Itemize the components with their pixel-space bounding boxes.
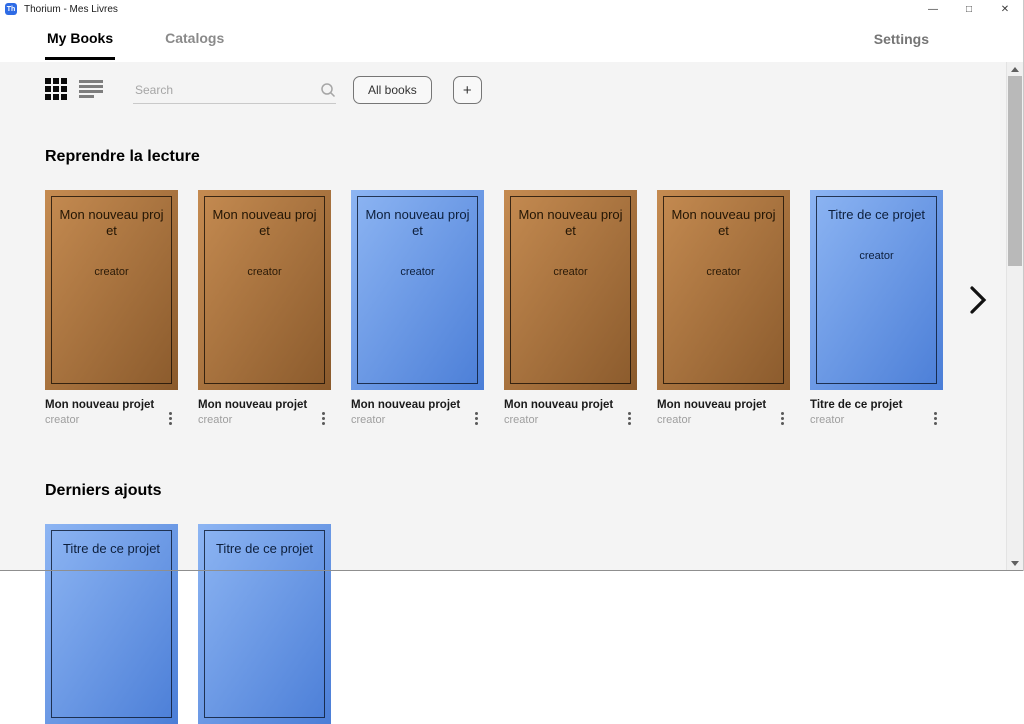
- book-tile: Mon nouveau proj et creator Mon nouveau p…: [657, 190, 790, 426]
- book-title: Mon nouveau projet: [504, 399, 614, 411]
- scrollbar-down-arrow-icon[interactable]: [1007, 557, 1023, 569]
- list-view-icon: [79, 78, 103, 103]
- add-book-button[interactable]: +: [452, 76, 482, 104]
- kebab-menu-icon: [321, 412, 325, 415]
- book-title: Mon nouveau projet: [45, 399, 155, 411]
- book-title: Mon nouveau projet: [657, 399, 767, 411]
- book-creator: creator: [810, 414, 845, 426]
- book-menu-button[interactable]: [315, 399, 331, 426]
- book-menu-button[interactable]: [468, 399, 484, 426]
- cover-creator: creator: [859, 250, 894, 262]
- search-input[interactable]: [133, 82, 320, 97]
- book-cover[interactable]: Mon nouveau proj et creator: [198, 190, 331, 390]
- book-tile: Mon nouveau proj et creator Mon nouveau p…: [504, 190, 637, 426]
- nav-bar: My Books Catalogs Settings: [0, 18, 1023, 62]
- scrollbar-thumb[interactable]: [1008, 76, 1022, 266]
- grid-view-button[interactable]: [45, 77, 67, 103]
- book-creator: creator: [504, 414, 539, 426]
- book-caption: Mon nouveau projet creator: [657, 399, 790, 426]
- cover-title: Mon nouveau proj et: [518, 207, 623, 238]
- cover-creator: creator: [553, 266, 588, 278]
- section-heading-latest: Derniers ajouts: [45, 482, 162, 499]
- cover-title: Titre de ce projet: [62, 541, 161, 556]
- book-cover[interactable]: Titre de ce projet: [45, 524, 178, 724]
- book-menu-button[interactable]: [162, 399, 178, 426]
- grid-view-icon: [45, 77, 67, 103]
- scrollbar-up-arrow-icon[interactable]: [1007, 63, 1023, 75]
- book-creator: creator: [351, 414, 386, 426]
- book-creator: creator: [198, 414, 233, 426]
- kebab-menu-icon: [933, 412, 937, 415]
- kebab-menu-icon: [780, 412, 784, 415]
- kebab-menu-icon: [474, 412, 478, 415]
- library-content: All books + Reprendre la lecture Mon nou…: [0, 62, 1023, 724]
- book-caption: Mon nouveau projet creator: [45, 399, 178, 426]
- cover-title: Mon nouveau proj et: [671, 207, 776, 238]
- book-cover[interactable]: Mon nouveau proj et creator: [657, 190, 790, 390]
- list-view-button[interactable]: [79, 78, 103, 103]
- book-menu-button[interactable]: [774, 399, 790, 426]
- kebab-menu-icon: [627, 412, 631, 415]
- book-tile: Titre de ce projet: [198, 524, 331, 724]
- book-menu-button[interactable]: [927, 399, 943, 426]
- minimize-icon[interactable]: —: [915, 0, 951, 18]
- search-icon[interactable]: [320, 82, 336, 98]
- cover-title: Titre de ce projet: [827, 207, 926, 222]
- shelf-resume-reading: Mon nouveau proj et creator Mon nouveau p…: [45, 190, 1023, 426]
- book-tile: Mon nouveau proj et creator Mon nouveau p…: [351, 190, 484, 426]
- cover-creator: creator: [706, 266, 741, 278]
- book-cover[interactable]: Mon nouveau proj et creator: [504, 190, 637, 390]
- book-caption: Mon nouveau projet creator: [351, 399, 484, 426]
- maximize-icon[interactable]: □: [951, 0, 987, 18]
- kebab-menu-icon: [168, 412, 172, 415]
- book-creator: creator: [657, 414, 692, 426]
- all-books-filter-button[interactable]: All books: [353, 76, 432, 104]
- section-heading-resume: Reprendre la lecture: [45, 148, 200, 165]
- title-bar[interactable]: Th Thorium - Mes Livres — □ ✕: [0, 0, 1023, 18]
- cover-title: Mon nouveau proj et: [59, 207, 164, 238]
- cover-title: Titre de ce projet: [215, 541, 314, 556]
- book-title: Titre de ce projet: [810, 399, 903, 411]
- book-tile: Titre de ce projet: [45, 524, 178, 724]
- book-cover[interactable]: Titre de ce projet: [198, 524, 331, 724]
- cover-creator: creator: [247, 266, 282, 278]
- book-creator: creator: [45, 414, 80, 426]
- shelf-latest-additions: Titre de ce projet Titre de ce projet: [45, 524, 1023, 724]
- cover-creator: creator: [94, 266, 129, 278]
- book-title: Mon nouveau projet: [198, 399, 308, 411]
- close-icon[interactable]: ✕: [987, 0, 1023, 18]
- book-caption: Titre de ce projet creator: [810, 399, 943, 426]
- chevron-right-icon: [968, 285, 988, 315]
- app-logo-icon: Th: [5, 3, 17, 15]
- tab-my-books[interactable]: My Books: [45, 18, 116, 60]
- vertical-scrollbar[interactable]: [1006, 62, 1023, 571]
- carousel-next-button[interactable]: [968, 285, 988, 315]
- book-cover[interactable]: Mon nouveau proj et creator: [351, 190, 484, 390]
- window-title: Thorium - Mes Livres: [24, 3, 118, 15]
- toolbar: All books +: [0, 62, 1023, 104]
- book-tile: Mon nouveau proj et creator Mon nouveau p…: [45, 190, 178, 426]
- search-box: [133, 76, 336, 104]
- book-title: Mon nouveau projet: [351, 399, 461, 411]
- book-cover[interactable]: Mon nouveau proj et creator: [45, 190, 178, 390]
- book-caption: Mon nouveau projet creator: [198, 399, 331, 426]
- tab-catalogs[interactable]: Catalogs: [163, 18, 226, 60]
- book-cover[interactable]: Titre de ce projet creator: [810, 190, 943, 390]
- book-tile: Titre de ce projet creator Titre de ce p…: [810, 190, 943, 426]
- cover-creator: creator: [400, 266, 435, 278]
- cover-title: Mon nouveau proj et: [365, 207, 470, 238]
- window-controls: — □ ✕: [915, 0, 1023, 18]
- book-tile: Mon nouveau proj et creator Mon nouveau p…: [198, 190, 331, 426]
- cover-title: Mon nouveau proj et: [212, 207, 317, 238]
- book-menu-button[interactable]: [621, 399, 637, 426]
- settings-link[interactable]: Settings: [873, 31, 929, 47]
- book-caption: Mon nouveau projet creator: [504, 399, 637, 426]
